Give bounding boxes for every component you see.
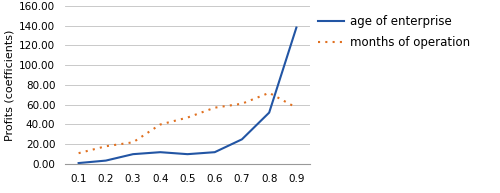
months of operation	[103, 145, 109, 147]
months of operation	[76, 152, 82, 154]
age of enterprise	[130, 153, 136, 155]
Line: months of operation: months of operation	[78, 93, 296, 153]
age of enterprise	[212, 151, 218, 153]
age of enterprise	[184, 153, 190, 155]
age of enterprise	[158, 151, 164, 153]
months of operation	[158, 123, 164, 126]
Y-axis label: Profits (coefficients): Profits (coefficients)	[5, 29, 15, 141]
months of operation	[266, 92, 272, 94]
age of enterprise	[103, 159, 109, 162]
age of enterprise	[239, 138, 245, 141]
months of operation	[212, 107, 218, 109]
age of enterprise	[266, 111, 272, 114]
months of operation	[294, 107, 300, 109]
age of enterprise	[294, 26, 300, 29]
months of operation	[239, 102, 245, 105]
Legend: age of enterprise, months of operation: age of enterprise, months of operation	[318, 15, 470, 49]
age of enterprise	[76, 162, 82, 164]
Line: age of enterprise: age of enterprise	[78, 28, 296, 163]
months of operation	[184, 116, 190, 119]
months of operation	[130, 141, 136, 143]
